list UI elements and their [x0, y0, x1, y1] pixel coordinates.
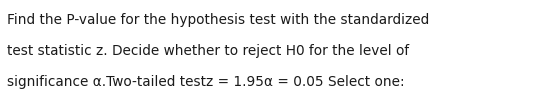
Text: test statistic z. Decide whether to reject H0 for the level of: test statistic z. Decide whether to reje… — [7, 44, 409, 58]
Text: Find the P-value for the hypothesis test with the standardized: Find the P-value for the hypothesis test… — [7, 13, 429, 27]
Text: significance α.Two-tailed testz = 1.95α = 0.05 Select one:: significance α.Two-tailed testz = 1.95α … — [7, 75, 405, 89]
